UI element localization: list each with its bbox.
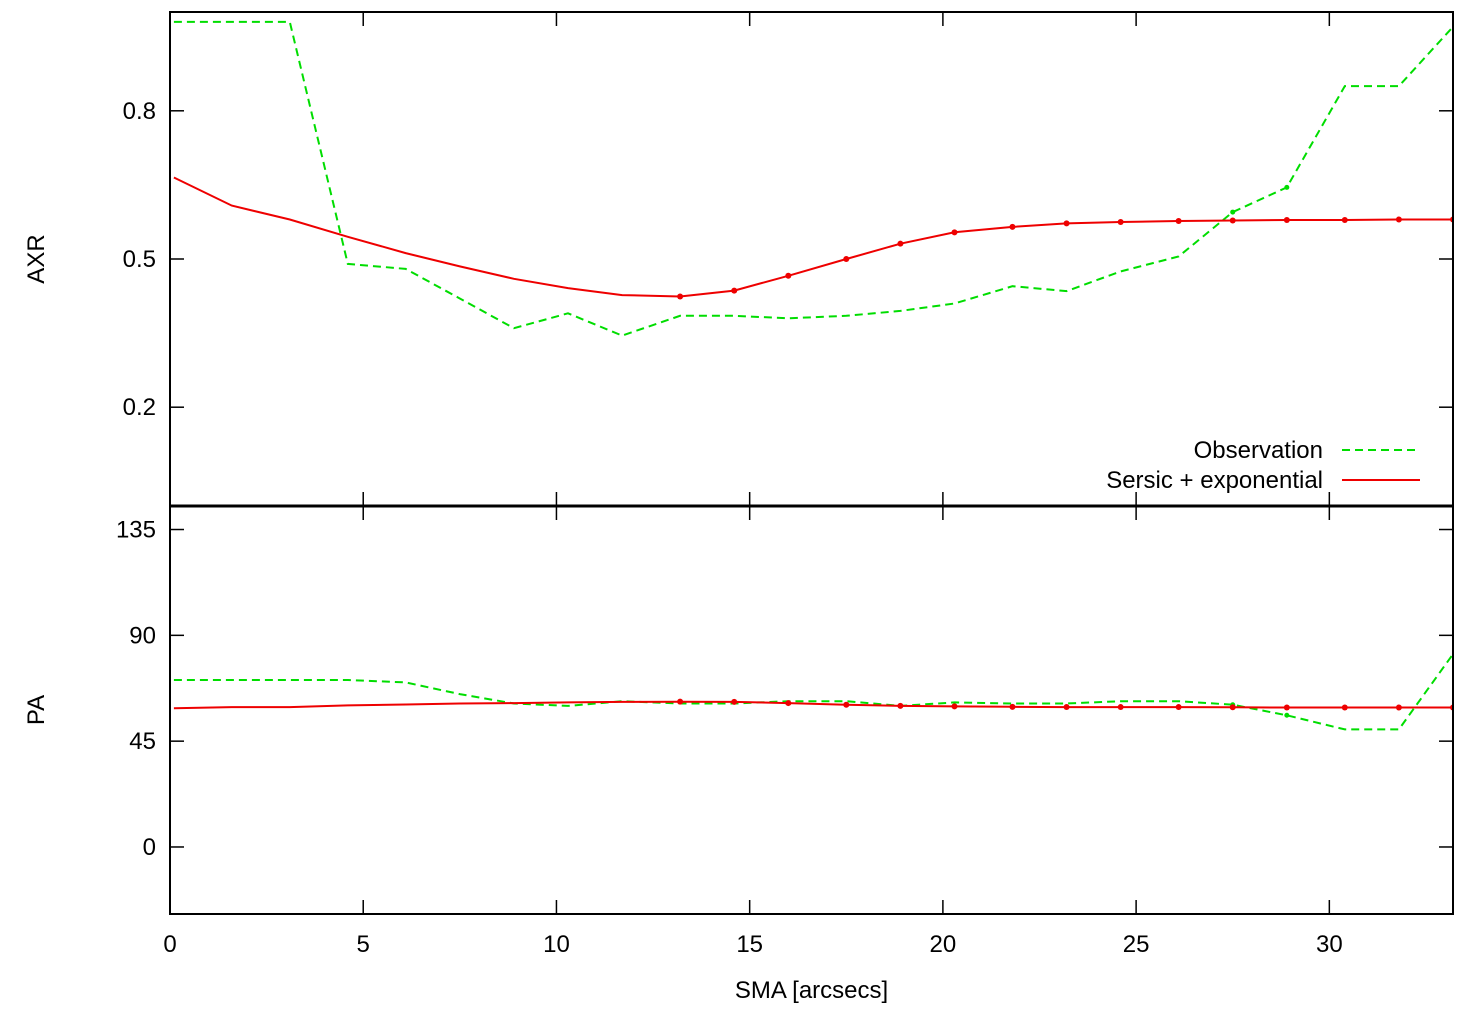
- data-point-bottom: [1283, 704, 1290, 711]
- data-point-top: [1063, 220, 1070, 227]
- data-point-top: [1341, 216, 1348, 223]
- data-point-top: [1283, 216, 1290, 223]
- data-point-bottom: [1063, 704, 1070, 711]
- series-line-model-top: [173, 176, 1453, 298]
- data-point-bottom: [731, 698, 738, 705]
- ytick-label-bottom: 135: [116, 517, 156, 544]
- series-line-model-bottom: [173, 700, 1453, 710]
- xtick-label: 10: [543, 931, 570, 958]
- data-point-top: [1284, 184, 1290, 190]
- data-point-top: [677, 293, 684, 300]
- legend: Observation Sersic + exponential: [1106, 437, 1420, 494]
- legend-observation-label: Observation: [1194, 437, 1323, 464]
- xlabel: SMA [arcsecs]: [735, 977, 888, 1004]
- data-point-top: [897, 240, 904, 247]
- data-point-top: [1009, 223, 1016, 230]
- data-point-top: [1175, 217, 1182, 224]
- data-point-bottom: [785, 700, 792, 707]
- data-point-bottom: [1341, 704, 1348, 711]
- data-point-top: [951, 229, 958, 236]
- data-point-top: [731, 287, 738, 294]
- xtick-label: 15: [736, 931, 763, 958]
- ytick-label-top: 0.8: [123, 98, 156, 125]
- data-point-bottom: [1117, 704, 1124, 711]
- series-line-observation-bottom: [173, 653, 1453, 731]
- data-point-top: [1117, 218, 1124, 225]
- data-point-bottom: [1284, 712, 1290, 718]
- ylabel-top: AXR: [23, 234, 50, 283]
- xtick-label: 5: [357, 931, 370, 958]
- data-point-bottom: [1009, 703, 1016, 710]
- pa-panel: 0 45 90 135 0 5 10 15 20 25 30 PA SMA [arcsecs]: [23, 506, 1453, 1004]
- xtick-label: 20: [930, 931, 957, 958]
- data-point-top: [1395, 216, 1402, 223]
- data-point-bottom: [1175, 704, 1182, 711]
- xtick-label: 25: [1123, 931, 1150, 958]
- ylabel-bottom: PA: [23, 695, 50, 725]
- data-point-top: [785, 272, 792, 279]
- plot-frames: [169, 11, 1454, 915]
- data-point-bottom: [843, 701, 850, 708]
- series-line-observation-top: [173, 20, 1453, 337]
- axr-panel: 0.2 0.5 0.8 AXR: [23, 12, 1453, 506]
- ytick-label-bottom: 0: [143, 834, 156, 861]
- data-point-bottom: [897, 702, 904, 709]
- legend-model-label: Sersic + exponential: [1106, 467, 1323, 494]
- ytick-label-top: 0.2: [123, 394, 156, 421]
- data-point-bottom: [677, 698, 684, 705]
- data-point-bottom: [1229, 704, 1236, 711]
- xtick-label: 30: [1316, 931, 1343, 958]
- ytick-label-bottom: 45: [129, 728, 156, 755]
- ytick-label-bottom: 90: [129, 622, 156, 649]
- xtick-label: 0: [163, 931, 176, 958]
- data-point-top: [1229, 217, 1236, 224]
- data-point-top: [843, 256, 850, 262]
- data-point-bottom: [951, 703, 958, 710]
- outer-frame: [169, 11, 1454, 915]
- data-point-bottom: [1395, 704, 1402, 711]
- data-point-top: [1230, 209, 1236, 215]
- ytick-label-top: 0.5: [123, 246, 156, 273]
